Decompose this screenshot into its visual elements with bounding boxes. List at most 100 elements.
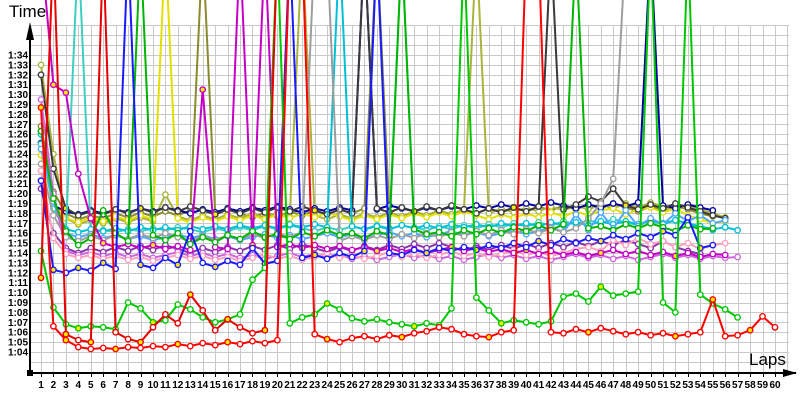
data-point	[460, 330, 468, 338]
data-point	[585, 234, 592, 242]
data-point	[99, 259, 107, 267]
data-point	[323, 245, 331, 253]
data-point	[224, 315, 232, 323]
data-point	[273, 336, 281, 344]
y-tick-label: 1:28	[8, 110, 28, 121]
data-point	[684, 249, 692, 257]
data-point	[62, 336, 70, 344]
data-point	[298, 254, 306, 262]
x-tick-label: 28	[371, 380, 383, 391]
data-point	[609, 327, 617, 335]
y-axis-title: Time	[9, 2, 47, 21]
y-tick-label: 1:29	[8, 100, 28, 111]
data-point	[161, 310, 169, 318]
y-tick-label: 1:23	[8, 159, 28, 170]
data-point	[137, 304, 144, 312]
x-tick-label: 38	[496, 380, 508, 391]
data-point	[622, 235, 630, 243]
data-point	[647, 240, 654, 248]
data-point	[224, 257, 232, 265]
data-point	[360, 317, 368, 325]
data-point	[684, 204, 692, 211]
data-point	[149, 257, 157, 265]
data-point	[696, 328, 704, 336]
data-point	[124, 335, 132, 343]
data-point	[771, 323, 779, 331]
data-point	[199, 213, 207, 221]
data-point	[684, 239, 692, 247]
data-point	[634, 205, 642, 213]
data-point	[647, 219, 654, 227]
x-tick-label: 22	[297, 380, 309, 391]
data-point	[609, 246, 617, 254]
series-driver-red-b	[37, 0, 277, 346]
x-axis-title: Laps	[749, 350, 786, 369]
data-point	[249, 244, 256, 252]
y-tick-label: 1:15	[8, 239, 28, 250]
data-point	[634, 288, 642, 295]
x-tick-label: 45	[583, 380, 595, 391]
data-point	[37, 96, 45, 103]
x-tick-label: 47	[608, 380, 620, 391]
data-point	[311, 232, 319, 240]
data-point	[161, 191, 169, 199]
data-point	[572, 248, 580, 256]
y-tick-label: 1:26	[8, 130, 28, 141]
data-point	[161, 236, 169, 244]
data-point	[721, 216, 729, 224]
data-point	[672, 209, 679, 217]
data-point	[236, 221, 244, 229]
data-point	[398, 214, 406, 222]
data-point	[560, 329, 567, 337]
x-tick-label: 49	[633, 380, 645, 391]
data-point	[622, 330, 630, 338]
data-point	[597, 208, 605, 216]
data-point	[585, 224, 592, 232]
data-point	[398, 204, 406, 211]
y-tick-label: 1:25	[8, 140, 28, 151]
data-point	[485, 204, 493, 212]
data-point	[74, 211, 82, 219]
data-point	[585, 243, 592, 251]
data-point	[535, 237, 542, 245]
data-point	[522, 200, 530, 207]
grid	[31, 25, 789, 373]
y-tick-label: 1:30	[8, 90, 28, 101]
x-tick-label: 60	[769, 380, 781, 391]
data-point	[398, 221, 406, 229]
x-tick-label: 41	[533, 380, 545, 391]
data-point	[211, 318, 219, 326]
data-point	[149, 264, 157, 272]
data-point	[261, 326, 269, 334]
x-tick-label: 58	[745, 380, 757, 391]
tick-labels: 1:041:051:061:071:081:091:101:111:121:13…	[8, 51, 781, 392]
data-point	[323, 255, 331, 263]
data-point	[186, 291, 194, 298]
data-point	[137, 261, 144, 269]
data-point	[336, 338, 343, 346]
data-point	[672, 200, 679, 207]
y-tick-label: 1:34	[8, 51, 28, 62]
data-point	[373, 315, 381, 323]
data-point	[124, 256, 132, 264]
data-point	[572, 218, 580, 226]
data-point	[211, 326, 219, 334]
data-point	[336, 242, 343, 250]
x-tick-label: 36	[471, 380, 483, 391]
data-point	[497, 229, 505, 237]
data-point	[373, 247, 381, 255]
data-point	[622, 220, 630, 228]
x-tick-label: 29	[384, 380, 396, 391]
data-point	[99, 206, 107, 214]
data-point	[622, 241, 630, 249]
data-point	[161, 245, 169, 253]
data-point	[522, 243, 530, 251]
x-tick-label: 51	[657, 380, 669, 391]
data-point	[348, 314, 356, 322]
x-tick-label: 55	[707, 380, 719, 391]
data-point	[522, 207, 530, 215]
data-point	[224, 231, 232, 239]
data-point	[74, 324, 82, 332]
data-point	[572, 290, 580, 297]
